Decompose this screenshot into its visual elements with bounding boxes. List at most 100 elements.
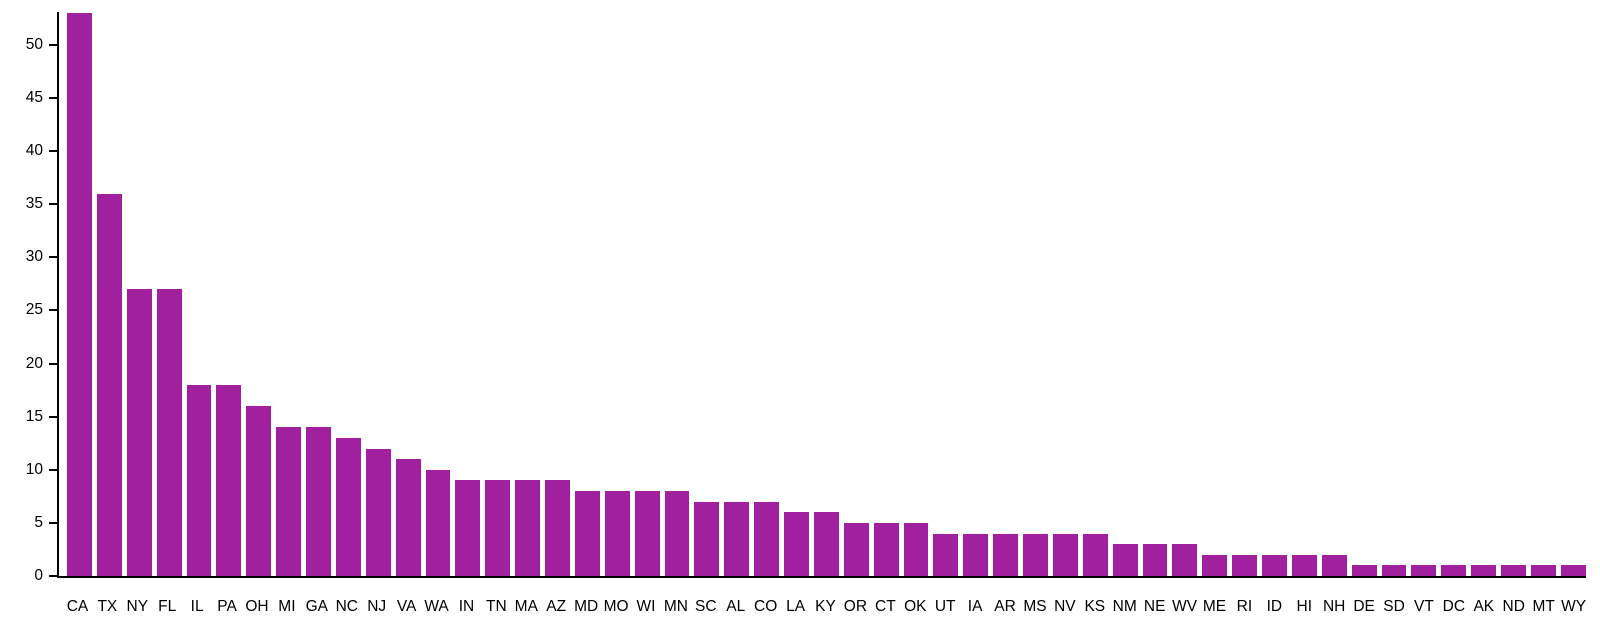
y-tick-mark — [49, 97, 57, 100]
bar-nj — [365, 448, 391, 576]
y-tick-label: 0 — [34, 567, 43, 584]
x-label-pa: PA — [217, 598, 237, 615]
bar-hi — [1291, 554, 1317, 576]
y-tick-label: 40 — [25, 142, 43, 160]
x-label-nj: NJ — [367, 598, 387, 615]
bar-md — [574, 491, 600, 576]
bar-ne — [1142, 544, 1168, 576]
bar-de — [1351, 565, 1377, 576]
bar-al — [724, 501, 750, 576]
x-label-ky: KY — [815, 598, 836, 615]
x-label-id: ID — [1266, 598, 1283, 615]
bar-sd — [1381, 565, 1407, 576]
x-label-nh: NH — [1322, 598, 1346, 615]
y-tick-label: 50 — [25, 35, 43, 53]
y-tick-label: 20 — [25, 354, 43, 372]
bar-az — [545, 480, 570, 576]
x-label-nm: NM — [1112, 598, 1137, 615]
y-tick-mark — [49, 203, 57, 206]
bars-container — [67, 12, 1586, 576]
bar-mn — [664, 491, 690, 576]
x-label-ga: GA — [305, 598, 329, 615]
x-label-ak: AK — [1473, 598, 1495, 615]
bar-nv — [1052, 533, 1078, 576]
bar-dc — [1441, 565, 1467, 576]
x-label-vt: VT — [1414, 598, 1434, 615]
bar-or — [843, 522, 869, 576]
bar-wy — [1560, 565, 1586, 576]
bar-mi — [276, 427, 301, 576]
bar-il — [186, 384, 212, 576]
x-label-ri: RI — [1236, 598, 1253, 615]
x-label-in: IN — [458, 598, 475, 615]
bar-fl — [156, 289, 182, 576]
x-label-or: OR — [843, 598, 868, 615]
x-label-wi: WI — [636, 598, 656, 615]
x-label-ar: AR — [994, 598, 1016, 615]
x-label-ct: CT — [875, 598, 896, 615]
x-label-va: VA — [396, 598, 417, 615]
bar-sc — [694, 501, 720, 576]
x-label-co: CO — [754, 598, 778, 615]
x-label-fl: FL — [158, 598, 177, 615]
bar-ok — [903, 522, 929, 576]
bar-pa — [216, 384, 242, 576]
bar-ks — [1082, 533, 1108, 576]
x-label-ny: NY — [126, 598, 149, 615]
y-tick-mark — [49, 43, 57, 46]
x-label-ca: CA — [66, 598, 89, 615]
bar-va — [395, 459, 421, 576]
x-label-nv: NV — [1054, 598, 1076, 615]
bar-mt — [1530, 565, 1556, 576]
x-label-il: IL — [190, 598, 204, 615]
y-tick-label: 25 — [25, 301, 43, 319]
x-label-mn: MN — [663, 598, 688, 615]
bar-ak — [1471, 565, 1496, 576]
x-axis-labels: CA TX NY FL IL PA OH MI GA NC NJ VA WA IN TN MA AZ MD MO WI… — [65, 598, 1586, 622]
bar-la — [784, 512, 809, 576]
x-label-ut: UT — [934, 598, 956, 615]
y-tick-mark — [49, 150, 57, 153]
y-tick-mark — [49, 256, 57, 259]
bar-nc — [335, 437, 361, 576]
x-label-wa: WA — [424, 598, 449, 615]
y-tick-label: 10 — [25, 460, 43, 478]
bar-tx — [96, 193, 122, 576]
y-tick-label: 15 — [25, 407, 43, 425]
bar-ut — [933, 533, 959, 576]
x-label-me: ME — [1202, 598, 1227, 615]
x-label-mt: MT — [1532, 598, 1555, 615]
x-label-tn: TN — [486, 598, 507, 615]
y-tick-mark — [49, 575, 57, 577]
bar-id — [1262, 554, 1287, 576]
x-label-sc: SC — [695, 598, 717, 615]
x-label-wy: WY — [1561, 598, 1587, 615]
x-label-sd: SD — [1383, 598, 1405, 615]
bar-ca — [67, 13, 92, 576]
bar-tn — [485, 480, 511, 576]
y-tick-label: 35 — [25, 195, 43, 213]
x-label-az: AZ — [546, 598, 567, 615]
x-label-al: AL — [726, 598, 746, 615]
bar-ny — [126, 289, 152, 576]
x-label-oh: OH — [245, 598, 269, 615]
x-label-de: DE — [1353, 598, 1375, 615]
bar-mo — [604, 491, 630, 576]
x-label-nd: ND — [1502, 598, 1525, 615]
bar-oh — [246, 406, 272, 576]
y-tick-mark — [49, 521, 57, 524]
x-label-ok: OK — [904, 598, 927, 615]
x-label-tx: TX — [97, 598, 118, 615]
x-label-ma: MA — [514, 598, 538, 615]
y-tick-mark — [49, 362, 57, 365]
bar-in — [455, 480, 481, 576]
bar-wa — [425, 469, 451, 576]
bar-ri — [1232, 554, 1257, 576]
x-label-ne: NE — [1143, 598, 1166, 615]
x-label-dc: DC — [1442, 598, 1466, 615]
x-label-md: MD — [574, 598, 599, 615]
bar-ms — [1023, 533, 1048, 576]
y-tick-label: 30 — [25, 248, 43, 266]
x-label-nc: NC — [335, 598, 358, 615]
